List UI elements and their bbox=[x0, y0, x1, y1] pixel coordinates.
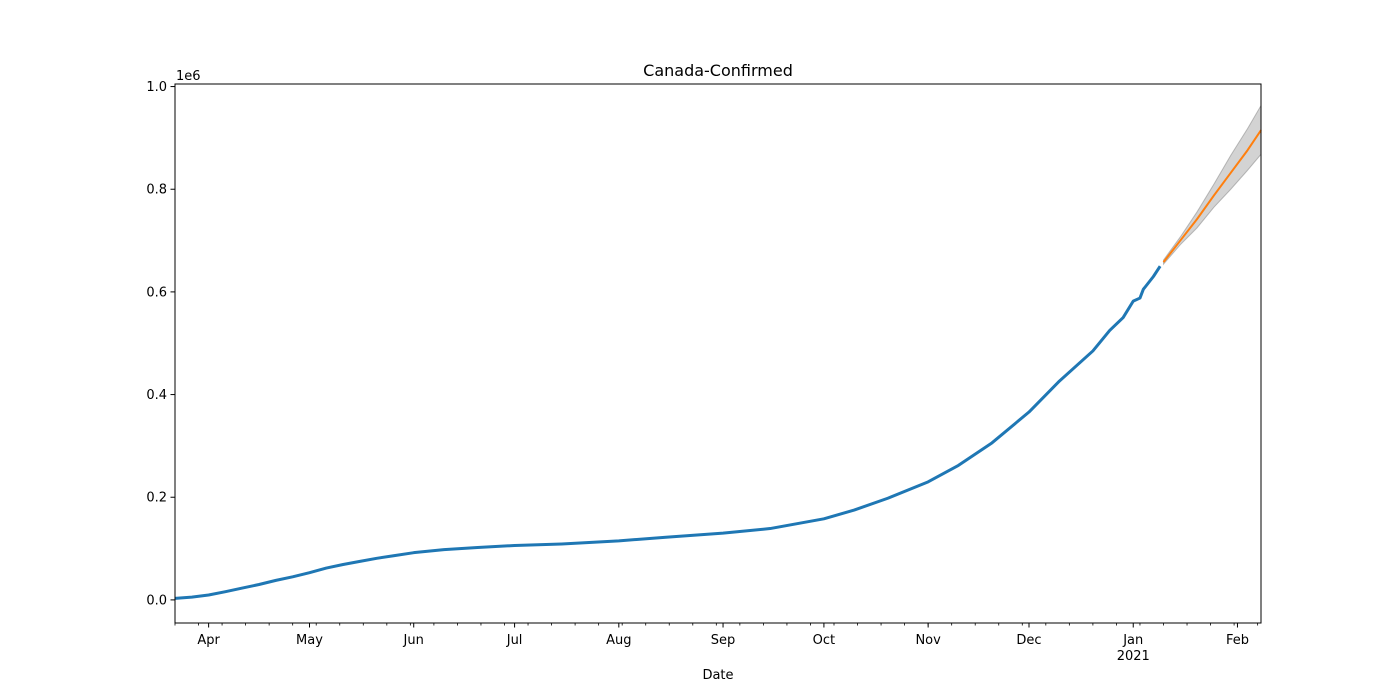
y-axis-offset-label: 1e6 bbox=[176, 69, 201, 84]
y-tick-label: 1.0 bbox=[146, 80, 167, 95]
x-tick-label: Feb bbox=[1226, 633, 1249, 648]
x-tick-label: Jan bbox=[1122, 633, 1143, 648]
confidence-band-layer bbox=[1162, 103, 1262, 266]
y-tick-label: 0.4 bbox=[146, 388, 167, 403]
x-tick-label: Nov bbox=[915, 633, 941, 648]
chart-title: Canada-Confirmed bbox=[643, 61, 793, 80]
y-tick-label: 0.2 bbox=[146, 491, 167, 506]
x-tick-sublabel: 2021 bbox=[1117, 649, 1150, 664]
x-axis-label: Date bbox=[702, 668, 733, 683]
x-tick-label: Dec bbox=[1016, 633, 1041, 648]
forecast-series-line bbox=[1162, 129, 1262, 263]
plot-frame bbox=[174, 83, 1262, 624]
confirmed-series-line bbox=[174, 265, 1162, 600]
y-tick-label: 0.8 bbox=[146, 183, 167, 198]
x-tick-label: Aug bbox=[606, 633, 631, 648]
x-tick-label: Apr bbox=[197, 633, 220, 648]
series-layer bbox=[174, 129, 1262, 600]
x-tick-label: Sep bbox=[711, 633, 736, 648]
x-tick-label: May bbox=[296, 633, 323, 648]
y-tick-label: 0.0 bbox=[146, 593, 167, 608]
x-tick-label: Jul bbox=[506, 633, 523, 648]
x-tick-label: Jun bbox=[403, 633, 424, 648]
x-tick-label: Oct bbox=[813, 633, 835, 648]
y-axis-ticks: 0.0 0.2 0.4 0.6 0.8 1.0 bbox=[146, 80, 175, 608]
y-tick-label: 0.6 bbox=[146, 285, 167, 300]
confidence-band bbox=[1162, 103, 1262, 266]
